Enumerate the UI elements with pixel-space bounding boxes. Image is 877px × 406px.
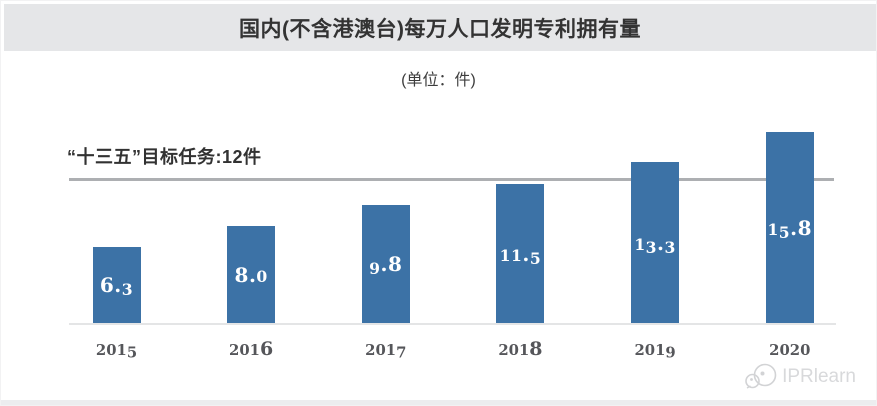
bar-2016: 8.0	[227, 226, 276, 323]
x-axis-label-2017: 2017	[365, 342, 407, 362]
chart-title-bar: 国内(不含港澳台)每万人口发明专利拥有量	[4, 4, 876, 51]
bar-2020: 15.8	[765, 132, 814, 323]
bar-value-label: 13.3	[634, 230, 676, 257]
bar-2017: 9.8	[361, 205, 410, 323]
x-axis-label-2019: 2019	[634, 342, 676, 362]
card-bottom-edge	[1, 400, 876, 405]
bar-value-label: 6.3	[99, 273, 134, 299]
target-line-label: “十三五”目标任务:12件	[67, 147, 262, 167]
watermark-text: IPRlearn	[782, 366, 856, 387]
x-axis-label-2018: 2018	[498, 338, 543, 360]
bar-value-label: 15.8	[767, 215, 813, 242]
x-axis-label-2015: 2015	[95, 342, 138, 362]
chart-title: 国内(不含港澳台)每万人口发明专利拥有量	[239, 17, 641, 41]
bar-2015: 6.3	[92, 247, 141, 323]
x-axis-line	[69, 323, 836, 325]
x-axis-label-2020: 2020	[769, 342, 811, 359]
watermark: IPRlearn	[744, 361, 856, 393]
target-line	[69, 178, 834, 181]
bar-value-label: 9.8	[369, 252, 403, 278]
bar-2019: 13.3	[631, 162, 680, 323]
bar-value-label: 11.5	[499, 241, 542, 268]
unit-label: (单位：件)	[401, 72, 476, 89]
bar-value-label: 8.0	[234, 262, 268, 287]
bar-2018: 11.5	[496, 184, 545, 323]
x-axis-label-2016: 2016	[229, 338, 274, 360]
iprlearn-logo-icon	[745, 363, 777, 389]
